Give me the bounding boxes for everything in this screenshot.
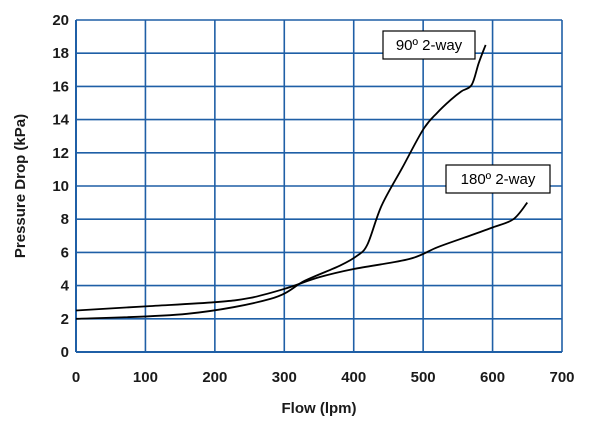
annotation-label: 90º 2-way <box>396 37 463 54</box>
x-tick-label-200: 200 <box>202 369 227 386</box>
annotation-box <box>382 30 476 60</box>
x-tick-label-500: 500 <box>411 369 436 386</box>
x-tick-label-300: 300 <box>272 369 297 386</box>
y-tick-label-12: 12 <box>52 145 69 162</box>
y-tick-label-10: 10 <box>52 178 69 195</box>
x-tick-label-700: 700 <box>549 369 574 386</box>
y-tick-label-4: 4 <box>61 278 70 295</box>
y-axis-label: Pressure Drop (kPa) <box>12 114 29 258</box>
x-tick-label-0: 0 <box>72 369 80 386</box>
annotation-box <box>445 164 551 194</box>
y-tick-label-8: 8 <box>61 211 69 228</box>
y-tick-label-14: 14 <box>52 112 69 129</box>
x-tick-label-400: 400 <box>341 369 366 386</box>
series-line-180-2way <box>75 202 528 312</box>
y-tick-label-18: 18 <box>52 45 69 62</box>
y-tick-label-0: 0 <box>61 344 69 361</box>
y-tick-label-20: 20 <box>52 12 69 29</box>
annotation-label: 180º 2-way <box>461 171 536 188</box>
y-tick-label-2: 2 <box>61 311 69 328</box>
y-tick-label-16: 16 <box>52 78 69 95</box>
x-axis-label: Flow (lpm) <box>282 400 357 417</box>
x-tick-label-100: 100 <box>133 369 158 386</box>
series-lines <box>75 44 528 320</box>
x-tick-label-600: 600 <box>480 369 505 386</box>
annotation-90-2way: 90º 2-way <box>382 30 476 60</box>
series-annotations: 90º 2-way 180º 2-way <box>382 30 551 194</box>
annotation-180-2way: 180º 2-way <box>445 164 551 194</box>
y-axis-ticks: 0 2 4 6 8 10 12 14 16 18 20 <box>52 12 69 361</box>
x-axis-ticks: 0 100 200 300 400 500 600 700 <box>72 369 575 386</box>
y-tick-label-6: 6 <box>61 244 69 261</box>
series-line-90-2way <box>75 44 487 320</box>
